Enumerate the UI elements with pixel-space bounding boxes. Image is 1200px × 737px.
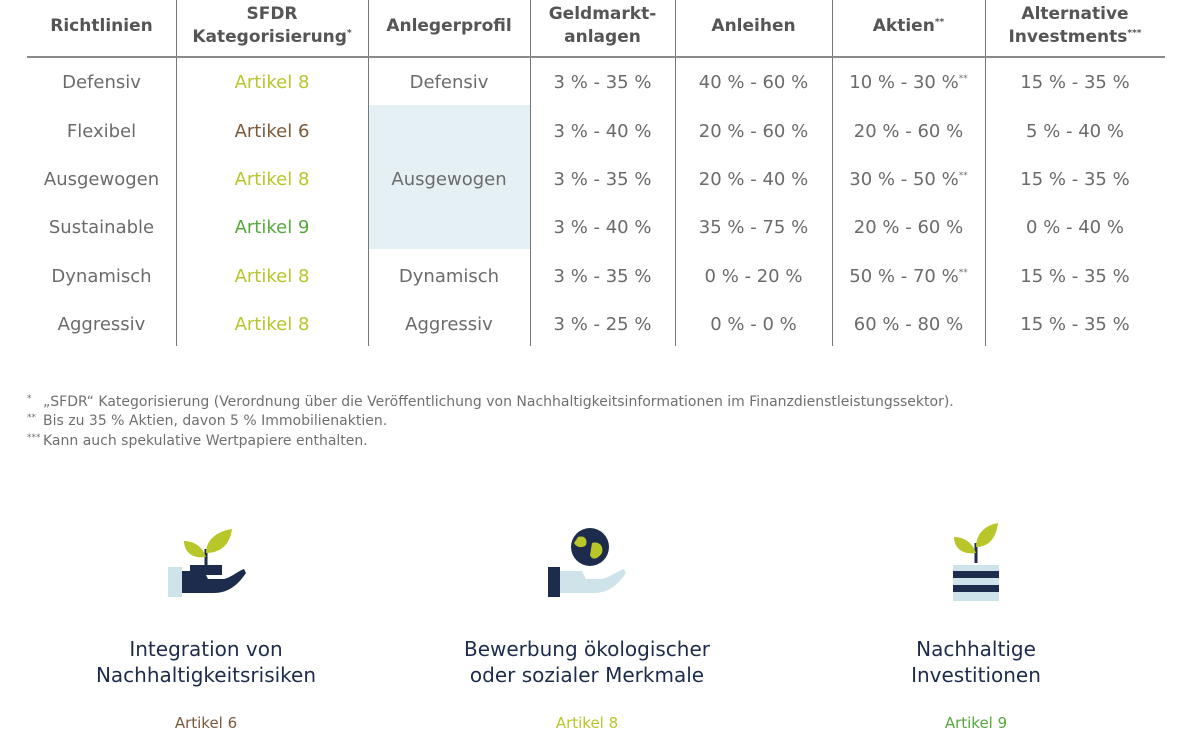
cell-anleihen: 20 % - 60 %	[698, 121, 809, 142]
cell-geldmarkt: 3 % - 35 %	[553, 169, 652, 190]
cell-alternative: 15 % - 35 %	[1020, 72, 1130, 93]
column-divider	[985, 0, 986, 346]
cell-alternative: 5 % - 40 %	[1026, 121, 1124, 142]
column-divider	[675, 0, 676, 346]
anlegerprofil-merged-cell	[368, 105, 530, 249]
header-alternative: Alternative Investments***	[1008, 4, 1142, 47]
header-anlegerprofil: Anlegerprofil	[386, 15, 512, 36]
cell-aktien: 10 % - 30 %**	[849, 72, 968, 93]
cell-sfdr: Artikel 8	[234, 169, 310, 190]
cell-richtlinie: Sustainable	[48, 217, 155, 238]
cell-aktien: 20 % - 60 %	[853, 121, 964, 142]
header-aktien: Aktien**	[872, 15, 945, 36]
cell-anleihen: 0 % - 20 %	[704, 266, 803, 287]
cell-richtlinie: Flexibel	[66, 121, 137, 142]
plant-on-coins-icon	[953, 523, 999, 601]
cell-sfdr: Artikel 6	[234, 121, 310, 142]
cell-richtlinie: Defensiv	[62, 72, 141, 93]
column-divider	[368, 0, 369, 346]
header-sfdr: SFDR Kategorisierung*	[192, 4, 352, 47]
cell-profil: Aggressiv	[405, 314, 493, 335]
cell-geldmarkt: 3 % - 40 %	[553, 121, 652, 142]
cell-aktien: 50 % - 70 %**	[849, 266, 968, 287]
cell-anleihen: 20 % - 40 %	[698, 169, 809, 190]
category-artikel: Artikel 6	[174, 714, 238, 732]
category-title: Integration von Nachhaltigkeitsrisiken	[95, 637, 317, 687]
header-anleihen: Anleihen	[711, 15, 796, 36]
cell-richtlinie: Ausgewogen	[43, 169, 160, 190]
cell-alternative: 0 % - 40 %	[1026, 217, 1124, 238]
cell-alternative: 15 % - 35 %	[1020, 169, 1130, 190]
header-geldmarkt: Geldmarkt- anlagen	[548, 4, 657, 47]
footnote: ** Bis zu 35 % Aktien, davon 5 % Immobili…	[27, 413, 388, 429]
cell-sfdr: Artikel 8	[234, 72, 310, 93]
cell-richtlinie: Aggressiv	[57, 314, 146, 335]
cell-richtlinie: Dynamisch	[51, 266, 152, 287]
category-artikel: Artikel 9	[944, 714, 1008, 732]
cell-aktien: 20 % - 60 %	[853, 217, 964, 238]
cell-profil	[368, 216, 530, 240]
cell-aktien: 30 % - 50 %**	[849, 169, 968, 190]
column-divider	[832, 0, 833, 346]
cell-profil	[368, 120, 530, 144]
cell-sfdr: Artikel 8	[234, 314, 310, 335]
cell-profil: Defensiv	[409, 72, 489, 93]
cell-profil: Dynamisch	[398, 266, 500, 287]
cell-geldmarkt: 3 % - 35 %	[553, 266, 652, 287]
cell-aktien: 60 % - 80 %	[853, 314, 964, 335]
cell-geldmarkt: 3 % - 35 %	[553, 72, 652, 93]
header-richtlinien: Richtlinien	[50, 15, 153, 36]
header-rule	[27, 56, 1165, 58]
cell-sfdr: Artikel 9	[234, 217, 310, 238]
globe-in-hand-icon	[548, 528, 626, 597]
cell-alternative: 15 % - 35 %	[1020, 314, 1130, 335]
cell-alternative: 15 % - 35 %	[1020, 266, 1130, 287]
allocation-table: Richtlinien SFDR Kategorisierung* Anlege…	[27, 0, 1165, 346]
cell-geldmarkt: 3 % - 25 %	[553, 314, 652, 335]
cell-anleihen: 35 % - 75 %	[698, 217, 809, 238]
cell-sfdr: Artikel 8	[234, 266, 310, 287]
column-divider	[530, 0, 531, 346]
cell-anleihen: 40 % - 60 %	[698, 72, 809, 93]
cell-profil: Ausgewogen	[391, 169, 507, 190]
category-title: Bewerbung ökologischer oder sozialer Merk…	[463, 637, 710, 687]
cell-geldmarkt: 3 % - 40 %	[553, 217, 652, 238]
footnote: * „SFDR“ Kategorisierung (Verordnung über…	[27, 394, 954, 410]
column-divider	[176, 0, 177, 346]
cell-anleihen: 0 % - 0 %	[710, 314, 797, 335]
category-title: Nachhaltige Investitionen	[911, 637, 1041, 687]
category-artikel: Artikel 8	[555, 714, 619, 732]
footnote: *** Kann auch spekulative Wertpapiere ent…	[27, 433, 368, 449]
plant-in-hand-icon	[168, 529, 246, 597]
